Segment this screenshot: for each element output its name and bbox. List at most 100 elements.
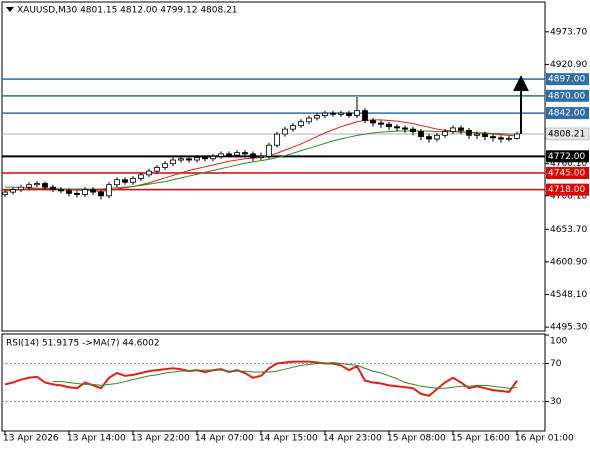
candle-body (370, 120, 376, 124)
y-tick-label: 70 (550, 359, 562, 369)
candle-body (506, 137, 512, 140)
candle-body (426, 136, 432, 140)
y-tick-label: 30 (550, 397, 562, 407)
candle-body (170, 159, 176, 165)
last-price-label: 4808.21 (548, 129, 585, 139)
candle-body (74, 192, 80, 195)
candle-body (10, 189, 16, 193)
candle-body (402, 127, 408, 130)
candle-body (458, 127, 464, 131)
x-tick-label: 14 Apr 07:00 (195, 434, 254, 444)
candle-body (2, 191, 8, 195)
menu-icon (6, 7, 14, 12)
candle-body (474, 133, 480, 136)
candle-body (434, 134, 440, 140)
candle-body (122, 179, 128, 183)
candle-body (338, 112, 344, 115)
rsi-title: RSI(14) 51.9175 ->MA(7) 44.6002 (6, 339, 160, 349)
candle-body (202, 157, 208, 160)
candle-body (138, 174, 144, 179)
y-tick-label: 4495.30 (550, 323, 587, 333)
candle-body (50, 186, 56, 191)
candle-body (466, 129, 472, 136)
candle-body (282, 128, 288, 135)
candle-body (330, 112, 336, 115)
candle-body (298, 121, 304, 126)
candle-body (322, 112, 328, 116)
candle-body (66, 190, 72, 194)
candle-body (418, 131, 424, 137)
candle-body (410, 128, 416, 133)
candle-body (178, 158, 184, 161)
level-box (546, 73, 589, 86)
y-tick-label: 4920.90 (550, 60, 587, 70)
x-tick-label: 13 Apr 14:00 (67, 434, 126, 444)
candle-body (450, 127, 456, 133)
candle-body (90, 189, 96, 193)
level-box (546, 166, 589, 179)
chart-title: XAUUSD,M30 4801.15 4812.00 4799.12 4808.… (17, 6, 238, 16)
level-box (546, 89, 589, 102)
candle-body (490, 136, 496, 139)
level-label: 4772.00 (548, 152, 585, 162)
candle-body (130, 178, 136, 183)
candle-body (114, 179, 120, 186)
candle-body (162, 163, 168, 168)
y-tick-label: 4653.70 (550, 225, 587, 235)
candle-body (226, 153, 232, 156)
candle-body (386, 123, 392, 128)
candle-body (250, 153, 256, 158)
candle-body (314, 115, 320, 119)
candle-body (354, 110, 360, 116)
candle-body (186, 158, 192, 161)
last-price-box (545, 127, 590, 141)
candle-body (154, 167, 160, 172)
candle-body (106, 184, 112, 197)
candle-body (346, 112, 352, 116)
level-label: 4842.00 (548, 109, 585, 119)
x-tick-label: 13 Apr 22:00 (131, 434, 190, 444)
candle-body (34, 183, 40, 186)
level-box (546, 107, 589, 120)
candle-body (514, 133, 520, 139)
candle-body (58, 189, 64, 192)
x-tick-label: 14 Apr 23:00 (323, 434, 382, 444)
y-tick-label: 4600.90 (550, 257, 587, 267)
level-box (546, 150, 589, 163)
candle-body (306, 117, 312, 123)
candle-body (26, 184, 32, 188)
candle-body (210, 155, 216, 160)
level-label: 4870.00 (548, 91, 585, 101)
candle-body (218, 153, 224, 157)
x-tick-label: 15 Apr 16:00 (451, 434, 510, 444)
line-series (5, 130, 517, 190)
candle-body (194, 157, 200, 161)
candle-body (362, 110, 368, 121)
line-series (53, 362, 518, 389)
candle-body (442, 131, 448, 136)
y-tick-label: 100 (550, 337, 567, 347)
candle-body (42, 183, 48, 188)
candle-body (290, 125, 296, 130)
candle-body (394, 126, 400, 129)
level-box (546, 183, 589, 196)
y-tick-label: 4708.10 (550, 191, 587, 201)
rsi-pane (1, 333, 546, 432)
price-pane (1, 1, 546, 332)
x-tick-label: 14 Apr 15:00 (259, 434, 318, 444)
candle-body (146, 170, 152, 176)
candle-body (234, 152, 240, 156)
level-label: 4718.00 (548, 185, 585, 195)
candle-body (498, 137, 504, 140)
candle-body (274, 133, 280, 146)
x-tick-label: 15 Apr 08:00 (387, 434, 446, 444)
y-tick-label: 4548.10 (550, 290, 587, 300)
candle-body (378, 122, 384, 125)
y-tick-label: 4973.70 (550, 27, 587, 37)
x-tick-label: 13 Apr 2026 (3, 434, 59, 444)
level-label: 4745.00 (548, 168, 585, 178)
candle-body (266, 144, 272, 157)
candle-body (18, 186, 24, 191)
